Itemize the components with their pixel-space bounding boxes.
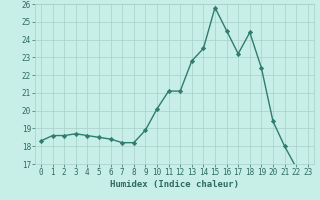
X-axis label: Humidex (Indice chaleur): Humidex (Indice chaleur)	[110, 180, 239, 189]
